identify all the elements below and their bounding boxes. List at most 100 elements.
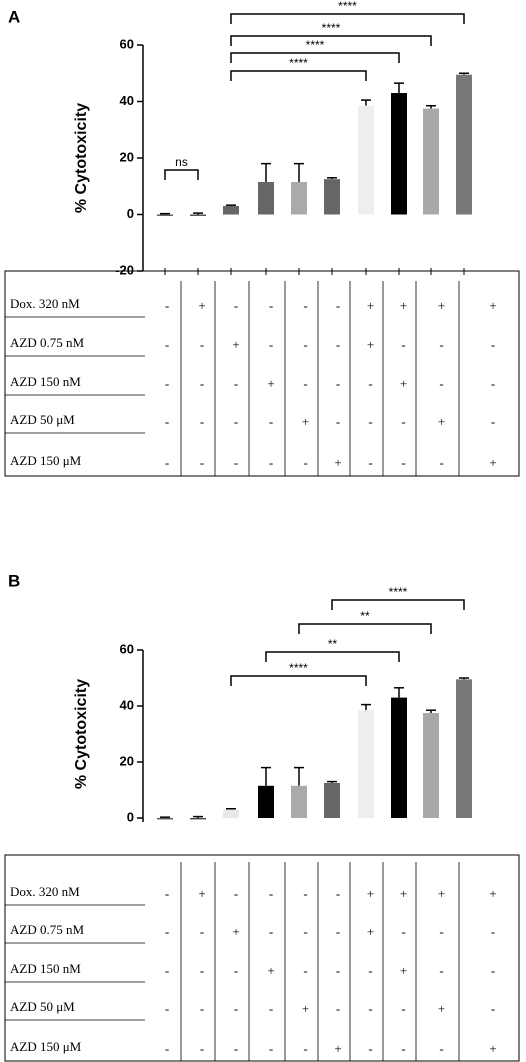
table-cell: - [303,455,307,470]
table-cell: - [234,414,238,429]
bar [391,93,407,215]
table-cell: - [269,455,273,470]
table-cell: + [302,414,309,429]
table-cell: + [400,886,407,901]
table-cell: - [439,963,443,978]
table-cell: - [269,298,273,313]
table-cell: + [438,1001,445,1016]
table-cell: + [302,1001,309,1016]
significance-label: **** [289,661,308,675]
table-cell: - [269,337,273,352]
table-cell: + [438,414,445,429]
table-cell: - [234,455,238,470]
table-cell: - [303,298,307,313]
table-cell: - [336,1001,340,1016]
table-cell: - [336,963,340,978]
table-cell: + [232,337,239,352]
panel-label: B [8,571,20,590]
table-cell: + [489,886,496,901]
table-cell: - [368,1001,372,1016]
bar [324,179,340,215]
y-tick-label: 0 [127,206,134,221]
table-cell: - [336,924,340,939]
table-cell: - [401,337,405,352]
table-cell: - [336,337,340,352]
table-cell: - [234,298,238,313]
bar [157,818,173,820]
bar [157,214,173,216]
significance-label: ** [360,609,370,623]
table-cell: + [334,1041,341,1056]
bar [258,182,274,215]
table-cell: - [439,455,443,470]
table-cell: + [232,924,239,939]
bar [190,214,206,216]
table-cell: - [200,414,204,429]
table-cell: - [491,924,495,939]
row-label: Dox. 320 nM [10,884,80,899]
significance-bracket [298,623,432,634]
table-cell: - [439,924,443,939]
bar [258,785,274,818]
table-cell: - [269,924,273,939]
y-tick-label: 40 [120,697,134,712]
table-cell: - [491,376,495,391]
table-cell: - [200,1041,204,1056]
table-cell: - [491,337,495,352]
y-tick-label: 60 [120,36,134,51]
table-cell: + [489,1041,496,1056]
table-cell: - [368,1041,372,1056]
significance-label: **** [306,38,325,52]
table-cell: - [200,455,204,470]
table-cell: + [400,298,407,313]
y-axis-label: % Cytotoxicity [73,103,90,213]
table-cell: - [439,1041,443,1056]
table-cell: - [269,1041,273,1056]
table-cell: + [438,886,445,901]
row-label: AZD 50 μM [10,999,75,1014]
table-cell: - [165,1041,169,1056]
significance-bracket [230,13,465,24]
significance-label: **** [289,56,308,70]
y-tick-label: 0 [127,809,134,824]
significance-label: **** [389,585,408,599]
table-cell: - [439,376,443,391]
significance-bracket [164,169,199,180]
table-cell: - [401,924,405,939]
table-cell: - [234,963,238,978]
table-cell: - [491,963,495,978]
table-cell: - [200,963,204,978]
table-cell: - [269,414,273,429]
table-cell: + [367,298,374,313]
table-cell: + [367,886,374,901]
table-cell: - [303,886,307,901]
table-cell: - [165,337,169,352]
table-cell: - [303,1041,307,1056]
significance-label: ns [175,155,188,169]
table-cell: - [234,376,238,391]
table-cell: - [401,414,405,429]
table-cell: - [401,1041,405,1056]
table-cell: - [165,924,169,939]
table-cell: - [200,924,204,939]
table-cell: + [367,924,374,939]
table-cell: - [368,963,372,978]
table-border [4,270,520,477]
table-cell: - [165,298,169,313]
bar [291,182,307,215]
bar [223,206,239,215]
y-tick-label: -20 [115,262,134,277]
bar [423,108,439,215]
table-cell: - [234,886,238,901]
table-cell: - [200,1001,204,1016]
bar [358,710,374,818]
table-cell: - [269,886,273,901]
table-cell: + [198,886,205,901]
table-cell: - [401,455,405,470]
table-cell: - [439,337,443,352]
table-cell: - [165,376,169,391]
significance-bracket [265,651,400,662]
table-cell: - [234,1041,238,1056]
y-tick-label: 60 [120,641,134,656]
row-label: AZD 150 nM [10,961,81,976]
